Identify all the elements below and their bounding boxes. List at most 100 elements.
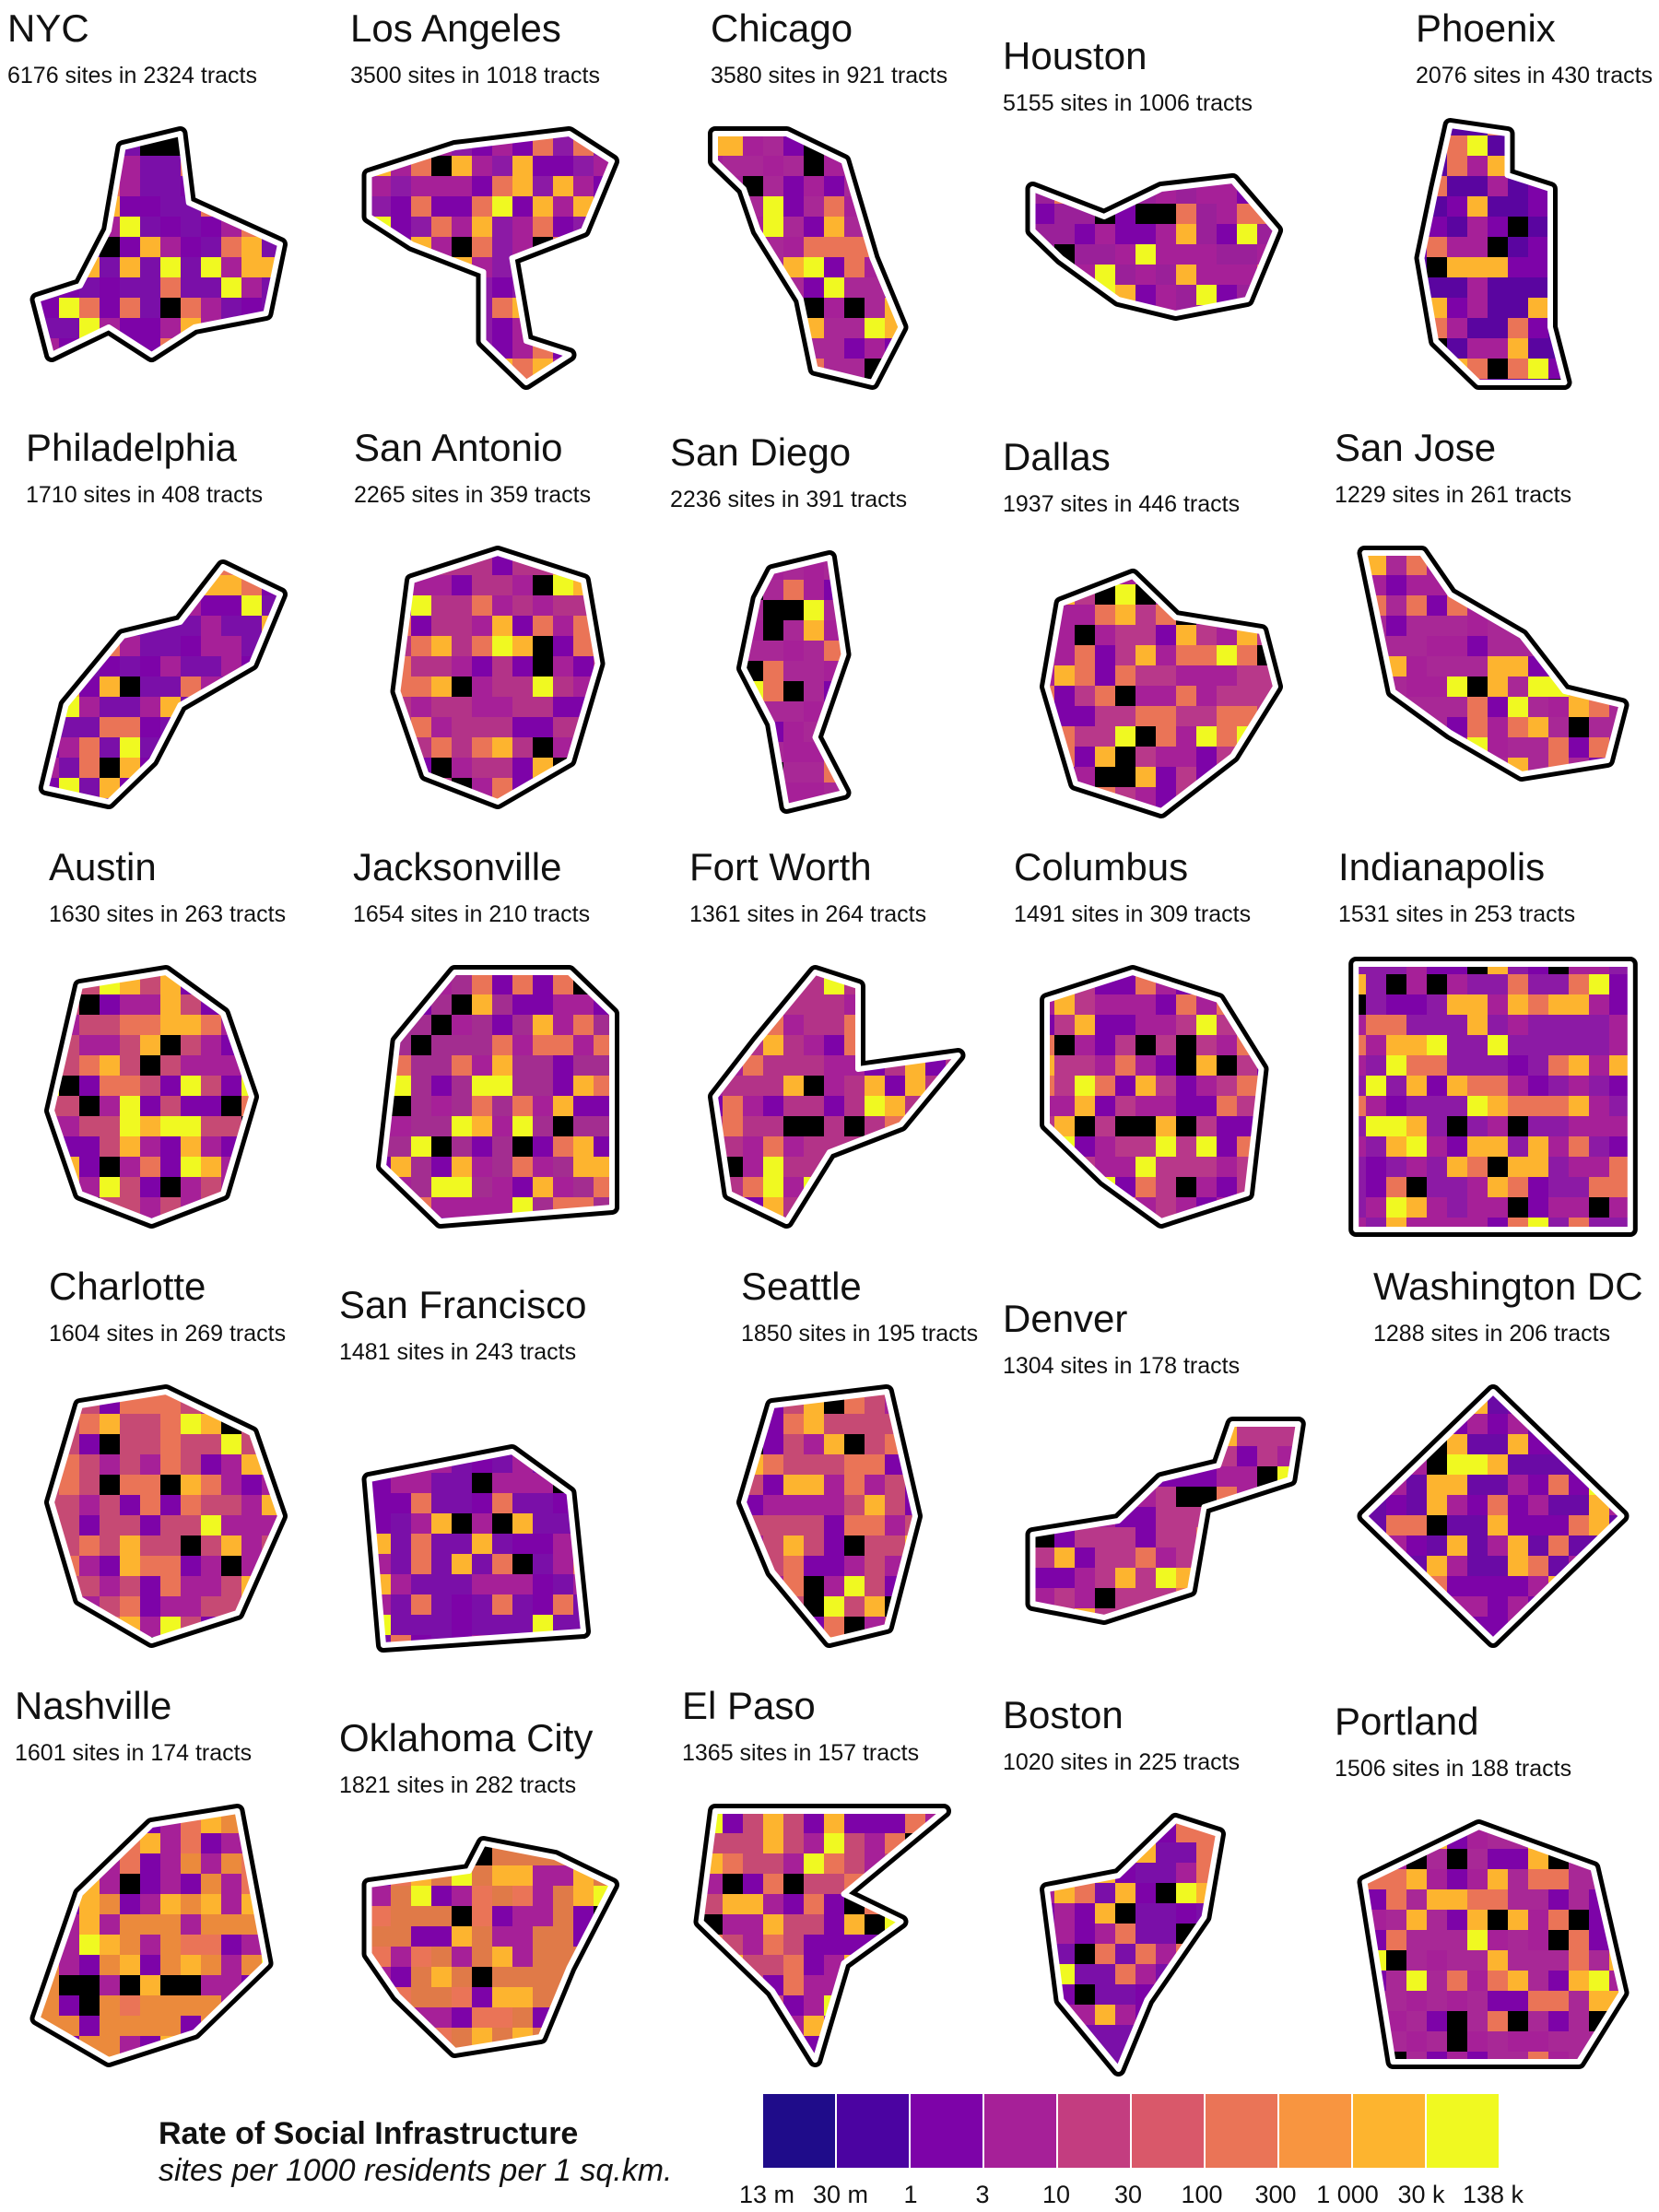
legend-tick-label: 30: [1113, 2181, 1143, 2208]
legend-tick-label: 1 000: [1316, 2181, 1379, 2208]
city-name: Portland: [1335, 1700, 1479, 1743]
city-choropleth-map: [38, 559, 288, 809]
city-name: Indianapolis: [1338, 845, 1546, 888]
city-panel-charlotte: Charlotte 1604 sites in 269 tracts: [0, 1258, 332, 1673]
city-panel-austin: Austin 1630 sites in 263 tracts: [0, 839, 332, 1253]
city-panel-indianapolis: Indianapolis 1531 sites in 253 tracts: [1327, 839, 1659, 1253]
city-name: NYC: [7, 6, 89, 50]
city-choropleth-map: [1357, 546, 1630, 782]
legend-swatch-2: [911, 2094, 984, 2168]
city-choropleth-map: [693, 1804, 951, 2067]
legend-tick-label: 1: [903, 2181, 918, 2208]
city-name: Dallas: [1003, 435, 1111, 478]
city-site-count: 1304 sites in 178 tracts: [1003, 1353, 1241, 1379]
city-name: Philadelphia: [26, 426, 237, 469]
city-panel-oklahoma-city: Oklahoma City 1821 sites in 282 tracts: [332, 1677, 664, 2092]
city-choropleth-map: [736, 1384, 923, 1648]
legend-swatch-0: [763, 2094, 837, 2168]
city-name: Chicago: [711, 6, 853, 50]
legend-swatch-6: [1206, 2094, 1279, 2168]
city-name: Charlotte: [49, 1265, 206, 1308]
city-choropleth-map: [376, 965, 619, 1229]
city-name: Jacksonville: [353, 845, 562, 888]
city-site-count: 2076 sites in 430 tracts: [1416, 63, 1653, 88]
city-choropleth-map: [1348, 957, 1638, 1237]
city-name: El Paso: [682, 1684, 816, 1727]
city-panel-san-diego: San Diego 2236 sites in 391 tracts: [664, 419, 995, 834]
legend-swatch-5: [1132, 2094, 1206, 2168]
city-site-count: 5155 sites in 1006 tracts: [1003, 90, 1253, 116]
city-choropleth-map: [361, 1836, 619, 2058]
city-choropleth-map: [361, 1444, 591, 1653]
city-name: Nashville: [15, 1684, 172, 1727]
legend-swatch-9: [1427, 2094, 1500, 2168]
city-choropleth-map: [1040, 569, 1283, 818]
city-panel-portland: Portland 1506 sites in 188 tracts: [1327, 1677, 1659, 2092]
city-choropleth-map: [1025, 1417, 1306, 1625]
city-name: Seattle: [741, 1265, 862, 1308]
city-panel-san-jose: San Jose 1229 sites in 261 tracts: [1327, 419, 1659, 834]
city-site-count: 1601 sites in 174 tracts: [15, 1740, 253, 1766]
city-name: Fort Worth: [689, 845, 872, 888]
city-panel-jacksonville: Jacksonville 1654 sites in 210 tracts: [332, 839, 664, 1253]
city-panel-columbus: Columbus 1491 sites in 309 tracts: [995, 839, 1327, 1253]
city-choropleth-map: [1025, 173, 1283, 321]
city-panel-denver: Denver 1304 sites in 178 tracts: [995, 1258, 1327, 1673]
city-panel-dallas: Dallas 1937 sites in 446 tracts: [995, 419, 1327, 834]
city-panel-boston: Boston 1020 sites in 225 tracts: [995, 1677, 1327, 2092]
city-name: San Diego: [670, 430, 852, 474]
city-site-count: 1531 sites in 253 tracts: [1338, 901, 1576, 927]
city-choropleth-map: [361, 126, 619, 390]
city-choropleth-map: [29, 1804, 274, 2067]
city-panel-san-antonio: San Antonio 2265 sites in 359 tracts: [332, 419, 664, 834]
city-name: Phoenix: [1416, 6, 1556, 50]
city-choropleth-map: [390, 546, 606, 809]
city-name: Oklahoma City: [339, 1716, 594, 1759]
city-choropleth-map: [708, 965, 966, 1229]
city-name: Austin: [49, 845, 157, 888]
legend-tick-label: 3: [975, 2181, 990, 2208]
legend-tick-label: 30 k: [1397, 2181, 1445, 2208]
city-site-count: 1654 sites in 210 tracts: [353, 901, 591, 927]
city-panel-nyc: NYC 6176 sites in 2324 tracts: [0, 0, 332, 415]
city-site-count: 1821 sites in 282 tracts: [339, 1772, 577, 1798]
legend-swatch-7: [1279, 2094, 1353, 2168]
legend-tick-label: 100: [1181, 2181, 1223, 2208]
city-name: Boston: [1003, 1693, 1124, 1736]
city-panel-phoenix: Phoenix 2076 sites in 430 tracts: [1327, 0, 1659, 415]
legend-swatch-8: [1353, 2094, 1427, 2168]
city-name: Denver: [1003, 1297, 1128, 1340]
city-name: San Antonio: [354, 426, 563, 469]
city-site-count: 1365 sites in 157 tracts: [682, 1740, 920, 1766]
legend-tick-labels: 13 m 30 m 1 3 10 30 100 300 1 000 30 k 138 k: [728, 2181, 1548, 2212]
city-site-count: 1630 sites in 263 tracts: [49, 901, 287, 927]
city-choropleth-map: [736, 550, 852, 814]
legend-tick-label: 300: [1254, 2181, 1297, 2208]
legend-tick-label: 13 m: [738, 2181, 795, 2208]
city-name: Washington DC: [1373, 1265, 1643, 1308]
city-choropleth-map: [44, 1384, 288, 1648]
city-choropleth-map: [29, 126, 288, 362]
city-panel-seattle: Seattle 1850 sites in 195 tracts: [664, 1258, 995, 1673]
city-name: San Francisco: [339, 1283, 587, 1326]
city-site-count: 1506 sites in 188 tracts: [1335, 1756, 1572, 1782]
city-site-count: 1481 sites in 243 tracts: [339, 1339, 577, 1365]
city-site-count: 1229 sites in 261 tracts: [1335, 482, 1572, 508]
city-site-count: 1288 sites in 206 tracts: [1373, 1321, 1611, 1347]
city-site-count: 1937 sites in 446 tracts: [1003, 491, 1241, 517]
legend-color-bar: [763, 2094, 1500, 2168]
city-site-count: 1361 sites in 264 tracts: [689, 901, 927, 927]
city-panel-houston: Houston 5155 sites in 1006 tracts: [995, 0, 1327, 415]
city-site-count: 6176 sites in 2324 tracts: [7, 63, 257, 88]
city-name: Los Angeles: [350, 6, 561, 50]
city-panel-el-paso: El Paso 1365 sites in 157 tracts: [664, 1677, 995, 2092]
city-choropleth-map: [1414, 118, 1572, 390]
legend-title: Rate of Social Infrastructure: [159, 2116, 579, 2151]
legend-swatch-3: [984, 2094, 1058, 2168]
city-panel-san-francisco: San Francisco 1481 sites in 243 tracts: [332, 1258, 664, 1673]
legend-tick-label: 138 k: [1462, 2181, 1524, 2208]
legend-swatch-4: [1058, 2094, 1132, 2168]
legend-subtitle: sites per 1000 residents per 1 sq.km.: [159, 2153, 673, 2188]
legend-tick-label: 10: [1041, 2181, 1071, 2208]
city-panel-chicago: Chicago 3580 sites in 921 tracts: [664, 0, 995, 415]
